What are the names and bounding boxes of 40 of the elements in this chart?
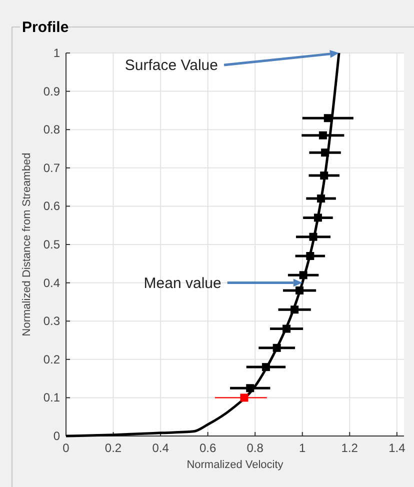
point bbox=[240, 394, 248, 402]
y-tick-label: 1 bbox=[53, 46, 60, 60]
point bbox=[318, 131, 327, 140]
x-tick-label: 0.8 bbox=[246, 441, 264, 455]
annotation: Mean value bbox=[144, 274, 222, 292]
x-tick-label: 1.4 bbox=[388, 441, 406, 455]
y-tick-label: 0.7 bbox=[43, 160, 60, 175]
x-tick-label: 1 bbox=[299, 441, 306, 455]
annotation: Surface Value bbox=[124, 57, 218, 74]
y-tick-label: 0.2 bbox=[43, 352, 60, 366]
point bbox=[321, 148, 330, 157]
point bbox=[282, 324, 291, 333]
y-tick-label: 0 bbox=[53, 429, 60, 443]
point bbox=[290, 306, 299, 314]
point bbox=[309, 232, 318, 241]
y-tick-label: 0.6 bbox=[43, 199, 60, 214]
y-tick-label: 0.3 bbox=[43, 314, 60, 328]
y-tick-label: 0.4 bbox=[43, 276, 60, 290]
point bbox=[320, 172, 328, 180]
x-tick-label: 1.2 bbox=[341, 441, 358, 455]
point bbox=[246, 384, 254, 392]
chart-title: Profile bbox=[22, 19, 69, 36]
point bbox=[314, 214, 322, 222]
x-tick-label: 0 bbox=[62, 441, 70, 455]
x-axis-title: Normalized Velocity bbox=[186, 459, 284, 471]
x-tick-label: 0.2 bbox=[104, 441, 122, 455]
point bbox=[299, 271, 308, 280]
y-tick-label: 0.8 bbox=[43, 122, 60, 137]
point bbox=[262, 363, 270, 372]
x-tick-label: 0.6 bbox=[199, 441, 216, 455]
y-axis-title: Normalized Distance from Streambed bbox=[21, 152, 33, 336]
y-tick-label: 0.1 bbox=[43, 390, 60, 405]
point bbox=[317, 194, 326, 203]
point bbox=[306, 252, 314, 260]
y-tick-label: 0.5 bbox=[43, 238, 60, 252]
point bbox=[272, 344, 281, 352]
point bbox=[296, 286, 304, 294]
x-tick-label: 0.4 bbox=[152, 441, 170, 455]
point bbox=[324, 114, 332, 122]
y-tick-label: 0.9 bbox=[43, 84, 60, 98]
